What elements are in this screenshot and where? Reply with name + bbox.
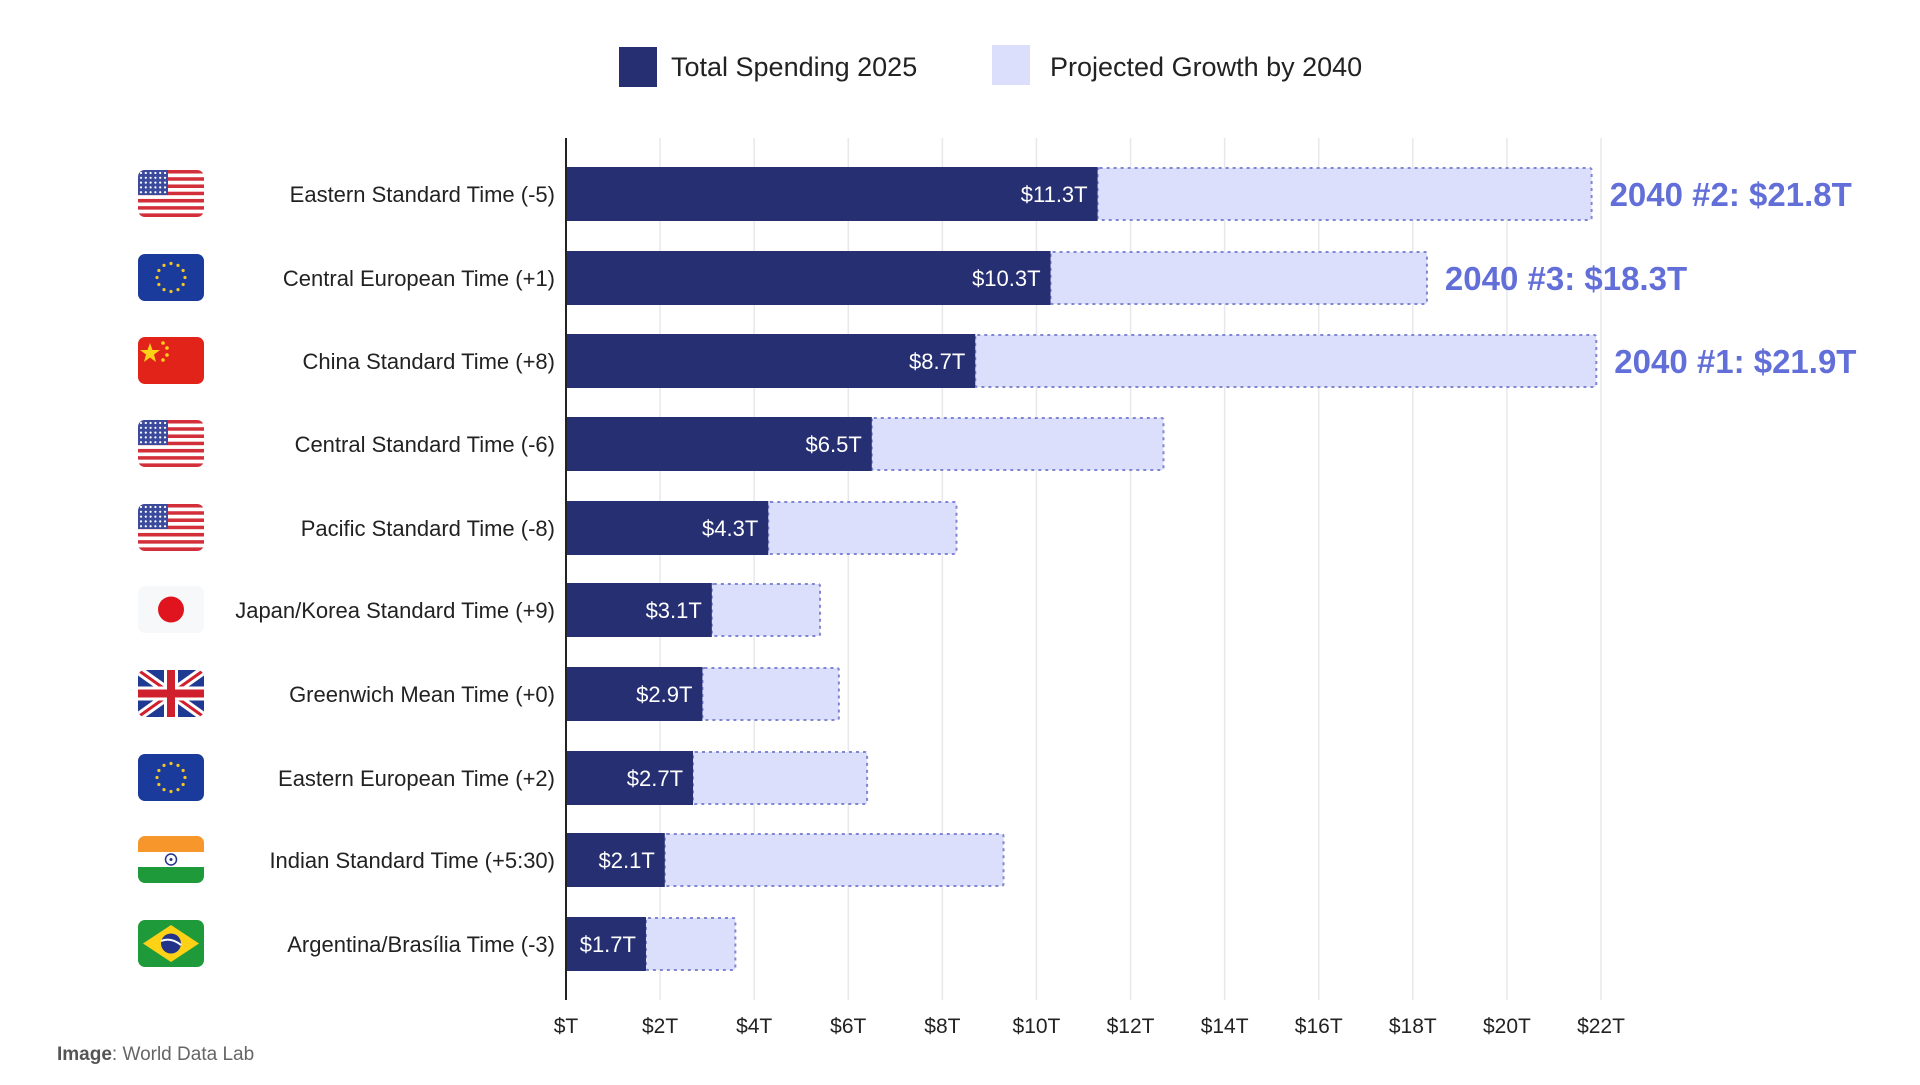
bar-value-label: $2.7T: [627, 766, 683, 791]
bar-value-label: $2.9T: [636, 682, 692, 707]
bar-spending-2025: [566, 583, 712, 637]
usa-flag-icon: [138, 504, 204, 551]
x-tick-label: $16T: [1295, 1015, 1343, 1038]
bar-growth-2040: [663, 833, 1005, 887]
bar-value-label: $2.1T: [599, 848, 655, 873]
india-flag-icon: [138, 836, 204, 883]
category-label: Argentina/Brasília Time (-3): [287, 932, 555, 957]
usa-flag-icon: [138, 420, 204, 467]
bar-growth-2040: [1096, 167, 1593, 221]
x-tick-label: $22T: [1577, 1015, 1625, 1038]
category-label: Eastern Standard Time (-5): [290, 182, 555, 207]
bar-growth-2040: [710, 583, 822, 637]
brazil-flag-icon: [138, 920, 204, 967]
bar-growth-2040: [974, 334, 1598, 388]
category-label: China Standard Time (+8): [302, 349, 555, 374]
annotation-2040-rank: 2040 #1: $21.9T: [1614, 343, 1856, 380]
source-note: Image: World Data Lab: [57, 1044, 254, 1065]
annotation-2040-rank: 2040 #2: $21.8T: [1610, 176, 1852, 213]
category-label: Central European Time (+1): [283, 266, 555, 291]
x-tick-label: $20T: [1483, 1015, 1531, 1038]
bar-value-label: $8.7T: [909, 349, 965, 374]
x-tick-label: $8T: [924, 1015, 960, 1038]
japan-flag-icon: [138, 586, 204, 633]
bar-growth-2040: [701, 667, 840, 721]
x-tick-label: $4T: [736, 1015, 772, 1038]
x-tick-label: $10T: [1013, 1015, 1061, 1038]
bar-value-label: $6.5T: [806, 432, 862, 457]
category-label: Indian Standard Time (+5:30): [269, 848, 555, 873]
bar-value-label: $10.3T: [972, 266, 1041, 291]
china-flag-icon: [138, 337, 204, 384]
bar-growth-2040: [767, 501, 958, 555]
annotation-2040-rank: 2040 #3: $18.3T: [1445, 260, 1687, 297]
bar-growth-2040: [870, 417, 1165, 471]
bar-spending-2025: [566, 251, 1051, 305]
bar-value-label: $11.3T: [1021, 182, 1088, 207]
x-tick-label: $18T: [1389, 1015, 1437, 1038]
eu-flag-icon: [138, 254, 204, 301]
category-label: Eastern European Time (+2): [278, 766, 555, 791]
bar-growth-2040: [1049, 251, 1428, 305]
legend-swatch-growth: [992, 45, 1030, 85]
bar-spending-2025: [566, 751, 694, 805]
legend: Total Spending 2025 Projected Growth by …: [619, 45, 1362, 87]
source-label: Image: [57, 1044, 112, 1065]
bar-value-label: $1.7T: [580, 932, 636, 957]
category-label: Japan/Korea Standard Time (+9): [235, 598, 555, 623]
category-label: Central Standard Time (-6): [295, 432, 555, 457]
x-tick-label: $2T: [642, 1015, 678, 1038]
x-axis-ticks: $T $2T $4T $6T $8T $10T $12T $14T $16T $18T $20T $2…: [554, 1015, 1625, 1038]
bar-spending-2025: [566, 167, 1098, 221]
bar-spending-2025: [566, 417, 872, 471]
flags: [138, 170, 204, 967]
category-labels: Eastern Standard Time (-5) Central Europe…: [235, 182, 555, 957]
bar-spending-2025: [566, 833, 665, 887]
bar-spending-2025: [566, 917, 646, 971]
legend-label-growth: Projected Growth by 2040: [1050, 52, 1362, 82]
eu-flag-icon: [138, 754, 204, 801]
source-text: : World Data Lab: [112, 1044, 254, 1065]
uk-flag-icon: [138, 670, 204, 717]
legend-swatch-spending: [619, 47, 657, 87]
x-tick-label: $14T: [1201, 1015, 1249, 1038]
category-label: Greenwich Mean Time (+0): [289, 682, 555, 707]
usa-flag-icon: [138, 170, 204, 217]
legend-label-spending: Total Spending 2025: [671, 52, 917, 82]
x-tick-label: $12T: [1107, 1015, 1155, 1038]
x-tick-label: $6T: [830, 1015, 866, 1038]
bar-spending-2025: [566, 501, 769, 555]
bar-value-label: $3.1T: [646, 598, 702, 623]
bars: $11.3T $10.3T $8.7T $6.5T $4.3T $3.1T $2.9T $2.…: [566, 167, 1856, 971]
bar-growth-2040: [644, 917, 737, 971]
category-label: Pacific Standard Time (-8): [301, 516, 555, 541]
x-tick-label: $T: [554, 1015, 579, 1038]
bar-spending-2025: [566, 667, 703, 721]
bar-value-label: $4.3T: [702, 516, 758, 541]
bar-spending-2025: [566, 334, 976, 388]
bar-growth-2040: [692, 751, 869, 805]
